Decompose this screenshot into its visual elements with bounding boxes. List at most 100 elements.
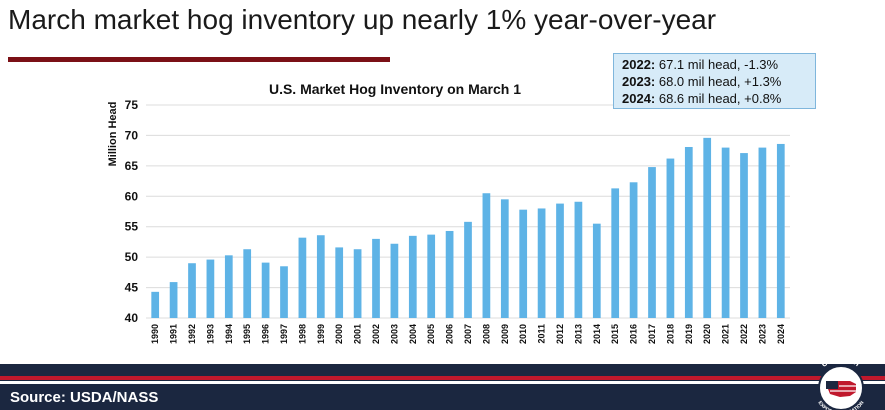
- bar-2015: [611, 188, 620, 318]
- x-tick-label: 2020: [702, 324, 712, 344]
- footer-bar: [0, 364, 885, 410]
- bar-2000: [335, 247, 344, 318]
- x-tick-label: 2017: [647, 324, 657, 344]
- bar-2020: [703, 137, 712, 318]
- bar-2024: [776, 143, 785, 318]
- x-tick-label: 2003: [389, 324, 399, 344]
- callout-value: 68.0 mil head, +1.3%: [655, 74, 782, 89]
- bar-2011: [537, 208, 546, 318]
- x-tick-label: 2011: [537, 324, 547, 344]
- bar-1997: [280, 266, 288, 318]
- footer-white-stripe: [0, 381, 885, 384]
- callout-line-2022: 2022: 67.1 mil head, -1.3%: [622, 56, 807, 73]
- bar-2007: [464, 221, 472, 318]
- slide-title: March market hog inventory up nearly 1% …: [8, 4, 717, 35]
- bar-2004: [408, 235, 417, 318]
- x-tick-label: 2009: [500, 324, 510, 344]
- bar-2018: [666, 158, 675, 318]
- bar-2019: [684, 146, 693, 318]
- bar-1990: [151, 291, 160, 318]
- bar-2023: [758, 147, 767, 318]
- x-tick-label: 2024: [776, 324, 786, 344]
- bar-1996: [261, 262, 270, 318]
- x-tick-label: 1997: [279, 324, 289, 344]
- y-tick-label: 75: [125, 98, 139, 112]
- x-tick-label: 2022: [739, 324, 749, 344]
- x-tick-label: 1990: [150, 324, 160, 344]
- x-tick-label: 2004: [408, 324, 418, 344]
- y-tick-label: 70: [125, 128, 139, 142]
- callout-year: 2022:: [622, 57, 656, 72]
- x-tick-label: 2001: [353, 324, 363, 344]
- bar-2013: [574, 201, 583, 318]
- y-axis-label: Million Head: [107, 102, 119, 167]
- source-note: Source: USDA/NASS: [10, 389, 159, 406]
- x-tick-label: 2005: [426, 324, 436, 344]
- bar-2002: [372, 238, 380, 318]
- bar-1992: [188, 263, 196, 318]
- x-tick-label: 2019: [684, 324, 694, 344]
- x-tick-label: 2018: [665, 324, 675, 344]
- y-tick-label: 65: [125, 159, 139, 173]
- bar-2005: [427, 234, 436, 318]
- x-tick-label: 2015: [610, 324, 620, 344]
- bars: [151, 137, 785, 318]
- callout-value: 68.6 mil head, +0.8%: [655, 91, 782, 106]
- bar-2021: [721, 147, 730, 318]
- x-tick-label: 1993: [205, 324, 215, 344]
- x-tick-label: 2010: [518, 324, 528, 344]
- x-tick-label: 2007: [463, 324, 473, 344]
- footer-red-stripe: [0, 376, 885, 380]
- bar-1991: [169, 282, 178, 318]
- bar-2006: [445, 230, 454, 318]
- x-tick-label: 1996: [261, 324, 271, 344]
- bar-1994: [224, 255, 233, 318]
- callout-line-2024: 2024: 68.6 mil head, +0.8%: [622, 90, 807, 107]
- callout-line-2023: 2023: 68.0 mil head, +1.3%: [622, 73, 807, 90]
- x-tick-label: 1995: [242, 324, 252, 344]
- bar-2003: [390, 243, 399, 318]
- usmef-logo: U.S.MEAT EXPORT FEDERATION: [817, 358, 866, 410]
- chart-title: U.S. Market Hog Inventory on March 1: [269, 81, 521, 97]
- y-tick-label: 60: [125, 189, 139, 203]
- bar-1999: [316, 235, 325, 318]
- x-tick-label: 1999: [316, 324, 326, 344]
- x-tick-label: 2012: [555, 324, 565, 344]
- callout-year: 2024:: [622, 91, 656, 106]
- x-tick-label: 2006: [445, 324, 455, 344]
- x-tick-labels: 1990 1991 1992 1993 1994 1995 1996 1997 1998 1999…: [150, 324, 786, 344]
- bar-2014: [592, 223, 601, 318]
- title-rule: [8, 57, 390, 62]
- x-tick-label: 1998: [297, 324, 307, 344]
- bar-2017: [648, 167, 656, 318]
- y-tick-label: 40: [125, 311, 139, 325]
- y-tick-label: 50: [125, 250, 139, 264]
- bar-2001: [353, 249, 362, 318]
- bar-chart: U.S. Market Hog Inventory on March 1 Mil…: [107, 81, 790, 344]
- x-tick-label: 2008: [481, 324, 491, 344]
- bar-2016: [629, 182, 638, 318]
- x-tick-label: 2014: [592, 324, 602, 344]
- yearly-summary-callout: 2022: 67.1 mil head, -1.3% 2023: 68.0 mi…: [613, 53, 816, 109]
- bar-1998: [298, 237, 307, 318]
- x-tick-label: 2023: [757, 324, 767, 344]
- bar-1993: [206, 259, 215, 318]
- x-tick-label: 2013: [573, 324, 583, 344]
- bar-2010: [519, 209, 528, 318]
- x-tick-label: 2002: [371, 324, 381, 344]
- x-tick-label: 1991: [169, 324, 179, 344]
- x-tick-label: 1994: [224, 324, 234, 344]
- x-tick-label: 2016: [629, 324, 639, 344]
- x-tick-label: 2000: [334, 324, 344, 344]
- y-tick-label: 55: [125, 220, 139, 234]
- callout-year: 2023:: [622, 74, 656, 89]
- bar-2012: [556, 203, 564, 318]
- bar-2009: [500, 199, 509, 318]
- x-tick-label: 1992: [187, 324, 197, 344]
- bar-1995: [243, 249, 252, 318]
- bar-2008: [482, 193, 491, 318]
- y-tick-labels: 40 45 50 55 60 65 70 75: [125, 98, 139, 325]
- bar-2022: [740, 153, 748, 318]
- y-tick-label: 45: [125, 281, 139, 295]
- callout-value: 67.1 mil head, -1.3%: [655, 57, 779, 72]
